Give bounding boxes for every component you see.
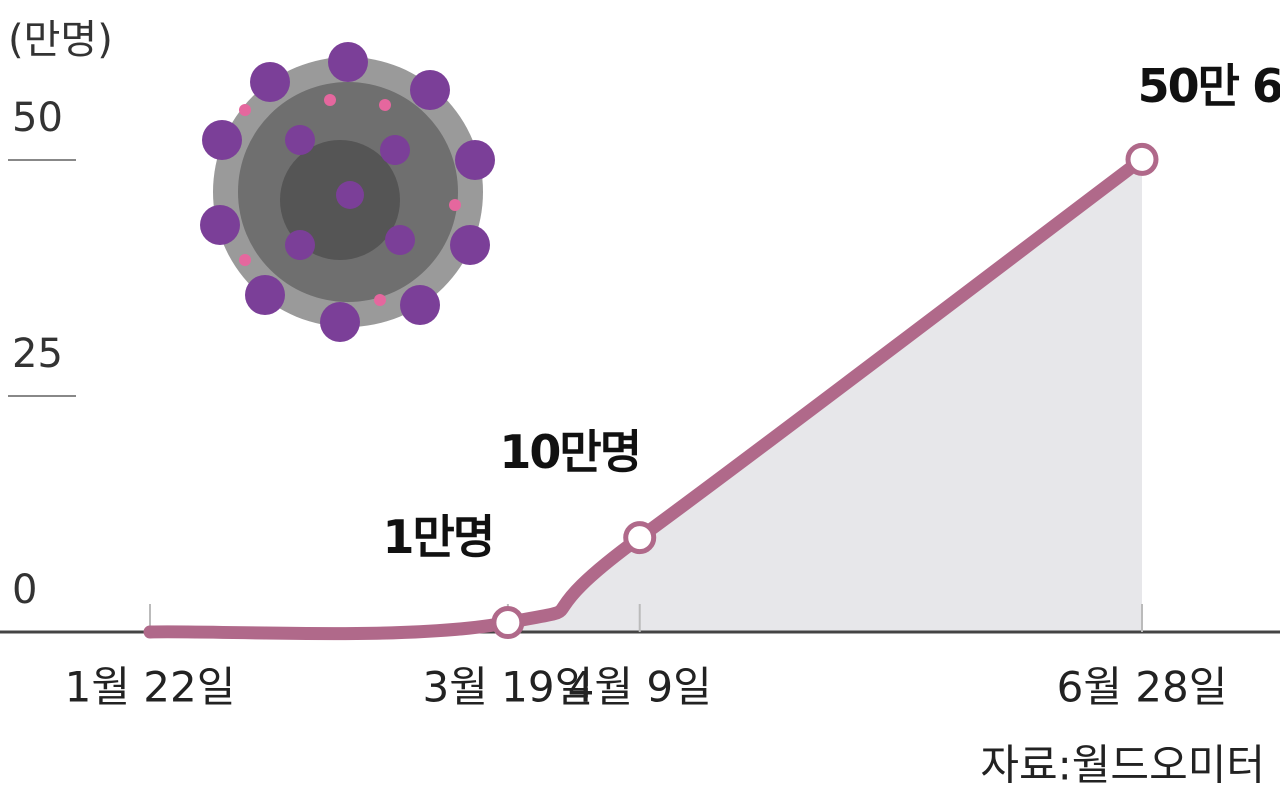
x-tick-label: 4월 9일 (568, 663, 712, 712)
area (150, 159, 1142, 634)
x-tick-label: 3월 19일 (422, 663, 593, 712)
virus-illustration (200, 42, 495, 342)
value-label: 1만명 (383, 510, 494, 564)
marker (491, 606, 525, 640)
source: 자료:월드오미터 (980, 741, 1265, 790)
unit-label: (만명) (8, 17, 113, 63)
value-label: 10만명 (499, 425, 640, 479)
x-tick-label: 1월 22일 (65, 663, 236, 712)
marker (623, 521, 657, 555)
marker (1125, 142, 1159, 176)
x-tick-label: 6월 28일 (1057, 663, 1228, 712)
y-tick-label: 0 (12, 567, 37, 613)
y-tick-label: 50 (12, 95, 63, 141)
y-tick-label: 25 (12, 331, 63, 377)
value-label: 50만 626명 (1138, 59, 1280, 113)
line (143, 152, 1149, 641)
